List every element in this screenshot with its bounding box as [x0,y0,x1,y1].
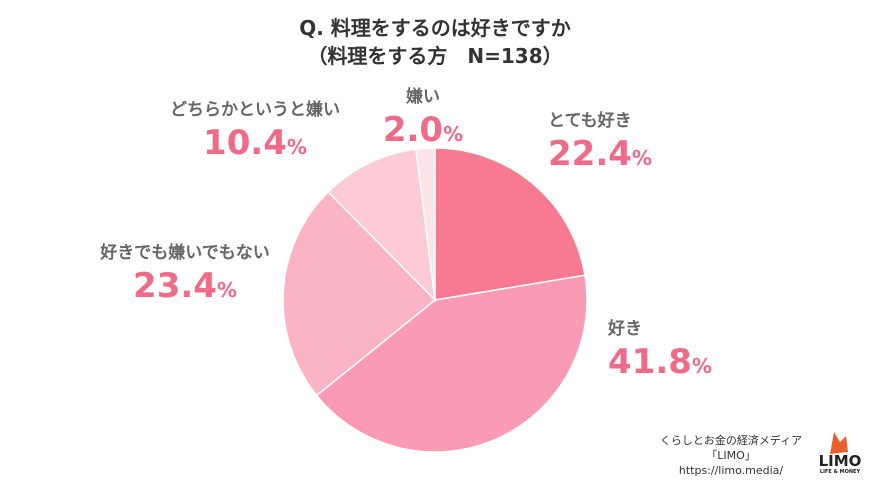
credit-line: 「LIMO」 [706,449,756,462]
pie-slice-1 [434,147,586,301]
pie-slice-2 [315,274,588,453]
label-percent: 10.4% [203,123,307,163]
fox-logo-icon [830,432,848,454]
label-dochiraka-kirai: どちらかというと嫌い 10.4% [160,95,350,160]
source-credit: くらしとお金の経済メディア 「LIMO」 https://limo.media/ [646,433,816,478]
label-name: 好き [608,319,642,339]
label-percent: 23.4% [133,266,237,306]
logo-text: LIMO [818,452,862,470]
pie-slice-5 [415,147,436,301]
credit-line: くらしとお金の経済メディア [659,434,803,447]
label-percent: 22.4% [548,134,652,174]
pie-slice-4 [327,148,437,303]
label-totemo-suki: とても好き 22.4% [548,106,652,171]
chart-title: Q. 料理をするのは好きですか [299,16,571,40]
credit-url: https://limo.media/ [678,464,784,477]
label-name: どちらかというと嫌い [170,100,340,120]
label-neither: 好きでも嫌いでもない 23.4% [90,238,280,303]
label-percent: 2.0% [382,110,464,150]
label-kirai: 嫌い 2.0% [378,82,468,147]
label-name: 嫌い [406,87,440,107]
label-name: とても好き [548,111,632,131]
label-percent: 41.8% [608,342,712,382]
pie-slice-3 [282,190,437,397]
logo-subtext: LIFE & MONEY [819,469,861,475]
label-name: 好きでも嫌いでもない [100,243,270,263]
chart-subtitle: （料理をする方 N=138） [307,44,563,68]
label-suki: 好き 41.8% [608,314,712,379]
